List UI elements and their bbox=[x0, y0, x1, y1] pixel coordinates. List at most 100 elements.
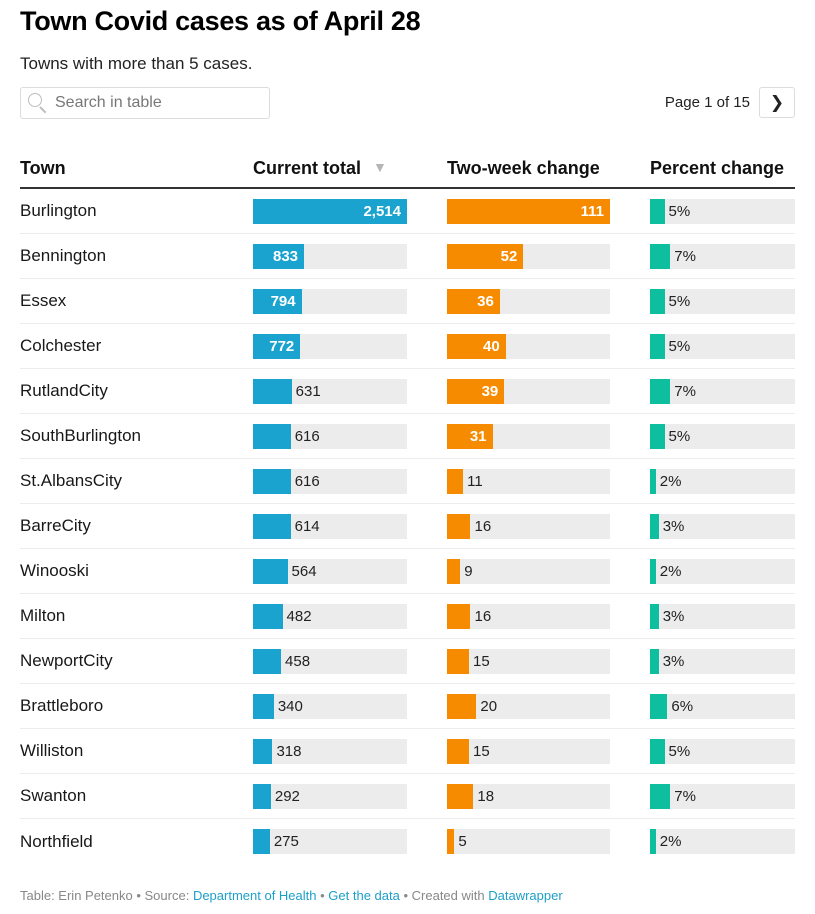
percent-change-bar bbox=[650, 198, 665, 224]
percent-change-bar-track: 7% bbox=[650, 783, 795, 809]
two-week-change-value: 18 bbox=[477, 787, 495, 805]
footer-separator: • bbox=[132, 888, 145, 903]
two-week-change-value: 9 bbox=[464, 562, 473, 580]
town-name: BarreCity bbox=[20, 516, 91, 535]
column-header-town[interactable]: Town bbox=[20, 158, 66, 178]
table-row: BarreCity 614 16 3% bbox=[20, 504, 795, 549]
chart-title: Town Covid cases as of April 28 bbox=[20, 6, 421, 36]
percent-change-bar-track: 5% bbox=[650, 423, 795, 449]
percent-change-cell: 2% bbox=[650, 468, 795, 494]
next-page-button[interactable]: ❯ bbox=[759, 87, 795, 118]
column-header-two-week-change[interactable]: Two-week change bbox=[447, 158, 600, 178]
current-total-value: 631 bbox=[295, 382, 321, 400]
search-box[interactable] bbox=[20, 87, 270, 119]
current-total-value: 794 bbox=[270, 292, 296, 310]
percent-change-bar bbox=[650, 693, 668, 719]
town-name: SouthBurlington bbox=[20, 426, 141, 445]
town-name: Essex bbox=[20, 291, 67, 310]
table-row: Essex 794 36 5% bbox=[20, 279, 795, 324]
current-total-value: 275 bbox=[273, 833, 299, 850]
percent-change-value: 2% bbox=[659, 472, 682, 490]
table-row: Colchester 772 40 5% bbox=[20, 324, 795, 369]
two-week-change-bar bbox=[447, 829, 455, 854]
footer-separator: • bbox=[399, 888, 412, 903]
town-name: Burlington bbox=[20, 201, 97, 220]
two-week-change-bar bbox=[447, 423, 493, 449]
chart-subtitle: Towns with more than 5 cases. bbox=[20, 54, 253, 73]
current-total-bar bbox=[253, 783, 271, 809]
current-total-value: 482 bbox=[286, 607, 312, 625]
search-input[interactable] bbox=[53, 93, 263, 113]
column-header-percent-change[interactable]: Percent change bbox=[650, 158, 785, 178]
percent-change-bar-track: 5% bbox=[650, 738, 795, 764]
two-week-change-bar bbox=[447, 738, 470, 764]
current-total-bar bbox=[253, 558, 288, 584]
column-header-current-total[interactable]: Current total ▼ bbox=[253, 158, 447, 179]
two-week-change-cell: 39 bbox=[447, 378, 650, 404]
percent-change-bar-track: 3% bbox=[650, 648, 795, 674]
town-name: NewportCity bbox=[20, 651, 113, 670]
percent-change-value: 6% bbox=[671, 697, 694, 715]
table-row: Milton 482 16 3% bbox=[20, 594, 795, 639]
two-week-change-bar-track: 39 bbox=[447, 378, 610, 404]
two-week-change-bar-track: 111 bbox=[447, 198, 610, 224]
current-total-value: 772 bbox=[269, 337, 295, 355]
two-week-change-value: 31 bbox=[469, 427, 487, 445]
percent-change-value: 5% bbox=[668, 742, 691, 760]
percent-change-bar bbox=[650, 558, 656, 584]
current-total-value: 616 bbox=[294, 472, 320, 490]
table-row: St.AlbansCity 616 11 2% bbox=[20, 459, 795, 504]
current-total-bar-track: 318 bbox=[253, 738, 407, 764]
two-week-change-value: 36 bbox=[477, 292, 494, 310]
current-total-cell: 2,514 bbox=[253, 198, 447, 224]
current-total-bar-track: 772 bbox=[253, 333, 407, 359]
two-week-change-bar bbox=[447, 558, 461, 584]
percent-change-bar-track: 7% bbox=[650, 243, 795, 269]
two-week-change-cell: 31 bbox=[447, 423, 650, 449]
current-total-bar-track: 564 bbox=[253, 558, 407, 584]
page-indicator: Page 1 of 15 bbox=[664, 94, 750, 111]
current-total-bar-track: 833 bbox=[253, 243, 407, 269]
percent-change-bar bbox=[650, 468, 656, 494]
source-link[interactable]: Department of Health bbox=[192, 888, 317, 903]
percent-change-cell: 3% bbox=[650, 648, 795, 674]
current-total-bar-track: 458 bbox=[253, 648, 407, 674]
percent-change-bar bbox=[650, 738, 665, 764]
percent-change-value: 5% bbox=[668, 292, 691, 310]
get-the-data-link[interactable]: Get the data bbox=[328, 888, 400, 903]
current-total-bar-track: 616 bbox=[253, 468, 407, 494]
current-total-bar-track: 482 bbox=[253, 603, 407, 629]
current-total-bar bbox=[253, 333, 301, 359]
percent-change-value: 3% bbox=[662, 607, 685, 625]
percent-change-cell: 5% bbox=[650, 288, 795, 314]
two-week-change-bar-track: 31 bbox=[447, 423, 610, 449]
percent-change-value: 5% bbox=[668, 202, 691, 220]
two-week-change-bar bbox=[447, 513, 471, 539]
two-week-change-bar-track: 11 bbox=[447, 468, 610, 494]
current-total-value: 564 bbox=[291, 562, 317, 580]
two-week-change-cell: 52 bbox=[447, 243, 650, 269]
two-week-change-value: 15 bbox=[473, 742, 490, 760]
current-total-cell: 292 bbox=[253, 783, 447, 809]
table-row: Burlington 2,514 111 5% bbox=[20, 189, 795, 234]
table-row: NewportCity 458 15 3% bbox=[20, 639, 795, 684]
two-week-change-bar bbox=[447, 378, 505, 404]
two-week-change-cell: 5 bbox=[447, 829, 650, 854]
two-week-change-value: 16 bbox=[474, 607, 492, 625]
percent-change-value: 7% bbox=[674, 247, 696, 265]
table-row: Winooski 564 9 2% bbox=[20, 549, 795, 594]
two-week-change-cell: 36 bbox=[447, 288, 650, 314]
current-total-cell: 340 bbox=[253, 693, 447, 719]
current-total-bar-track: 794 bbox=[253, 288, 407, 314]
percent-change-bar-track: 3% bbox=[650, 603, 795, 629]
datawrapper-link[interactable]: Datawrapper bbox=[488, 888, 563, 903]
table-row: Brattleboro 340 20 6% bbox=[20, 684, 795, 729]
table-body: Burlington 2,514 111 5% Bennington 833 52 7% Ess… bbox=[20, 189, 795, 864]
current-total-bar-track: 631 bbox=[253, 378, 407, 404]
pagination: Page 1 of 15 ❯ bbox=[665, 87, 795, 118]
two-week-change-bar-track: 15 bbox=[447, 648, 610, 674]
current-total-cell: 794 bbox=[253, 288, 447, 314]
table-row: Williston 318 15 5% bbox=[20, 729, 795, 774]
two-week-change-bar bbox=[447, 288, 500, 314]
two-week-change-bar-track: 9 bbox=[447, 558, 610, 584]
